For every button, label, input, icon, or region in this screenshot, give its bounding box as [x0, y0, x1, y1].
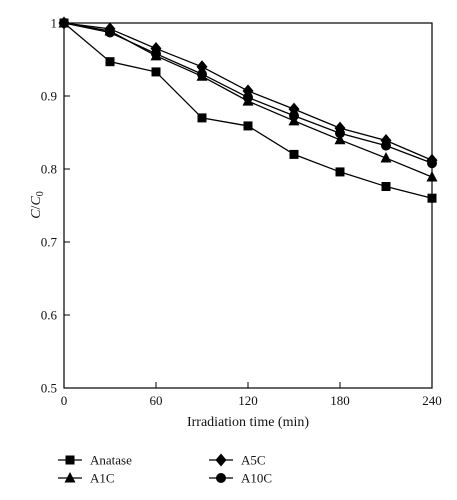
- data-point: [243, 92, 253, 103]
- data-point: [335, 128, 345, 139]
- plot-axes: 0 60 120 180 240 0.5 0.6 0.7 0.8 0.9 1: [41, 16, 442, 409]
- data-point: [197, 69, 207, 80]
- data-point: [381, 140, 391, 151]
- data-point: [334, 133, 346, 145]
- y-tick-label: 0.9: [41, 89, 57, 104]
- data-point: [151, 67, 161, 77]
- data-point: [59, 18, 69, 28]
- legend-item-a1c: A1C: [58, 471, 115, 486]
- plot-frame: [63, 22, 433, 389]
- legend-marker: [64, 472, 76, 483]
- legend-item-anatase: Anatase: [58, 453, 132, 468]
- legend-label: A5C: [241, 453, 266, 468]
- series-anatase: [59, 18, 437, 203]
- legend-label: A1C: [90, 471, 115, 486]
- data-point: [380, 152, 392, 163]
- data-point: [427, 158, 437, 169]
- legend-item-a5c: A5C: [209, 453, 266, 468]
- y-tick-label: 0.8: [41, 162, 57, 177]
- x-tick-label: 180: [330, 393, 350, 408]
- y-axis-label: C/C0: [29, 191, 46, 219]
- series-group: [58, 16, 438, 203]
- data-point: [426, 171, 438, 182]
- data-point: [289, 149, 299, 159]
- x-tick-label: 60: [150, 393, 163, 408]
- data-point: [151, 48, 161, 59]
- data-point: [427, 193, 437, 203]
- data-point: [105, 27, 115, 38]
- data-point: [289, 110, 299, 121]
- x-tick-label: 120: [238, 393, 258, 408]
- data-point: [197, 113, 207, 123]
- data-point: [381, 182, 391, 192]
- x-axis-label: Irradiation time (min): [187, 415, 309, 430]
- series-line: [63, 22, 433, 199]
- legend-label: Anatase: [90, 453, 132, 468]
- legend-label: A10C: [241, 471, 272, 486]
- legend-marker: [216, 473, 226, 483]
- data-point: [243, 121, 253, 131]
- x-tick-label: 0: [61, 393, 68, 408]
- x-tick-label: 240: [422, 393, 442, 408]
- data-point: [335, 167, 345, 177]
- y-tick-label: 0.5: [41, 381, 57, 396]
- legend: Anatase A1C A5C A10C: [58, 453, 272, 486]
- y-tick-label: 0.7: [41, 235, 58, 250]
- y-tick-label: 1: [51, 16, 58, 31]
- y-tick-label: 0.6: [41, 308, 58, 323]
- series-a10c: [59, 18, 437, 169]
- legend-marker: [215, 453, 227, 467]
- legend-marker: [65, 455, 75, 465]
- data-point: [105, 57, 115, 67]
- legend-item-a10c: A10C: [209, 471, 272, 486]
